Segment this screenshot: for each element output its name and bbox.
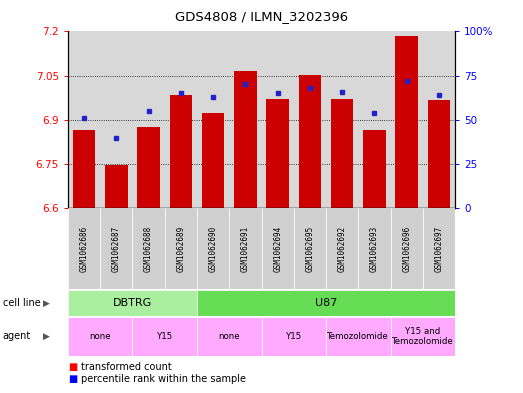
Text: DBTRG: DBTRG [113, 298, 152, 308]
Bar [68, 317, 132, 356]
Bar [326, 31, 358, 208]
Text: none: none [219, 332, 240, 341]
Text: GSM1062696: GSM1062696 [402, 226, 411, 272]
Bar [229, 208, 262, 289]
Text: GSM1062689: GSM1062689 [176, 226, 185, 272]
Bar [326, 317, 391, 356]
Bar [132, 31, 165, 208]
Bar [294, 31, 326, 208]
Text: GSM1062692: GSM1062692 [338, 226, 347, 272]
Bar [266, 99, 289, 208]
Bar [68, 31, 100, 208]
Text: ■: ■ [68, 362, 77, 373]
Bar [197, 208, 229, 289]
Text: Y15: Y15 [156, 332, 173, 341]
Bar [169, 95, 192, 208]
Bar [391, 31, 423, 208]
Bar [68, 208, 100, 289]
Bar [197, 317, 262, 356]
Bar [428, 100, 450, 208]
Bar [262, 208, 294, 289]
Bar [294, 208, 326, 289]
Text: GSM1062686: GSM1062686 [79, 226, 88, 272]
Text: GSM1062697: GSM1062697 [435, 226, 444, 272]
Bar [326, 208, 358, 289]
Bar [423, 208, 455, 289]
Bar [331, 99, 354, 208]
Text: GSM1062691: GSM1062691 [241, 226, 250, 272]
Text: Y15 and
Temozolomide: Y15 and Temozolomide [392, 327, 453, 346]
Text: ▶: ▶ [42, 332, 50, 341]
Bar [299, 75, 321, 208]
Text: U87: U87 [315, 298, 337, 308]
Bar [73, 130, 95, 208]
Bar [391, 317, 455, 356]
Text: none: none [89, 332, 111, 341]
Bar [262, 317, 326, 356]
Bar [165, 208, 197, 289]
Text: Y15: Y15 [286, 332, 302, 341]
Bar [100, 208, 132, 289]
Bar [105, 165, 128, 208]
Bar [197, 290, 455, 316]
Bar [132, 317, 197, 356]
Bar [202, 114, 224, 208]
Text: GSM1062693: GSM1062693 [370, 226, 379, 272]
Text: agent: agent [3, 331, 31, 342]
Text: cell line: cell line [3, 298, 40, 308]
Bar [363, 130, 385, 208]
Bar [165, 31, 197, 208]
Text: GSM1062688: GSM1062688 [144, 226, 153, 272]
Bar [358, 31, 391, 208]
Bar [262, 31, 294, 208]
Bar [395, 36, 418, 208]
Bar [100, 31, 132, 208]
Bar [197, 31, 229, 208]
Text: GSM1062687: GSM1062687 [112, 226, 121, 272]
Text: Temozolomide: Temozolomide [327, 332, 389, 341]
Text: percentile rank within the sample: percentile rank within the sample [81, 374, 246, 384]
Text: ▶: ▶ [42, 299, 50, 307]
Bar [391, 208, 423, 289]
Bar [229, 31, 262, 208]
Text: transformed count: transformed count [81, 362, 172, 373]
Text: GSM1062694: GSM1062694 [273, 226, 282, 272]
Text: ■: ■ [68, 374, 77, 384]
Bar [234, 71, 257, 208]
Bar [68, 290, 197, 316]
Bar [423, 31, 455, 208]
Bar [132, 208, 165, 289]
Text: GSM1062695: GSM1062695 [305, 226, 314, 272]
Text: GDS4808 / ILMN_3202396: GDS4808 / ILMN_3202396 [175, 10, 348, 23]
Text: GSM1062690: GSM1062690 [209, 226, 218, 272]
Bar [358, 208, 391, 289]
Bar [138, 127, 160, 208]
